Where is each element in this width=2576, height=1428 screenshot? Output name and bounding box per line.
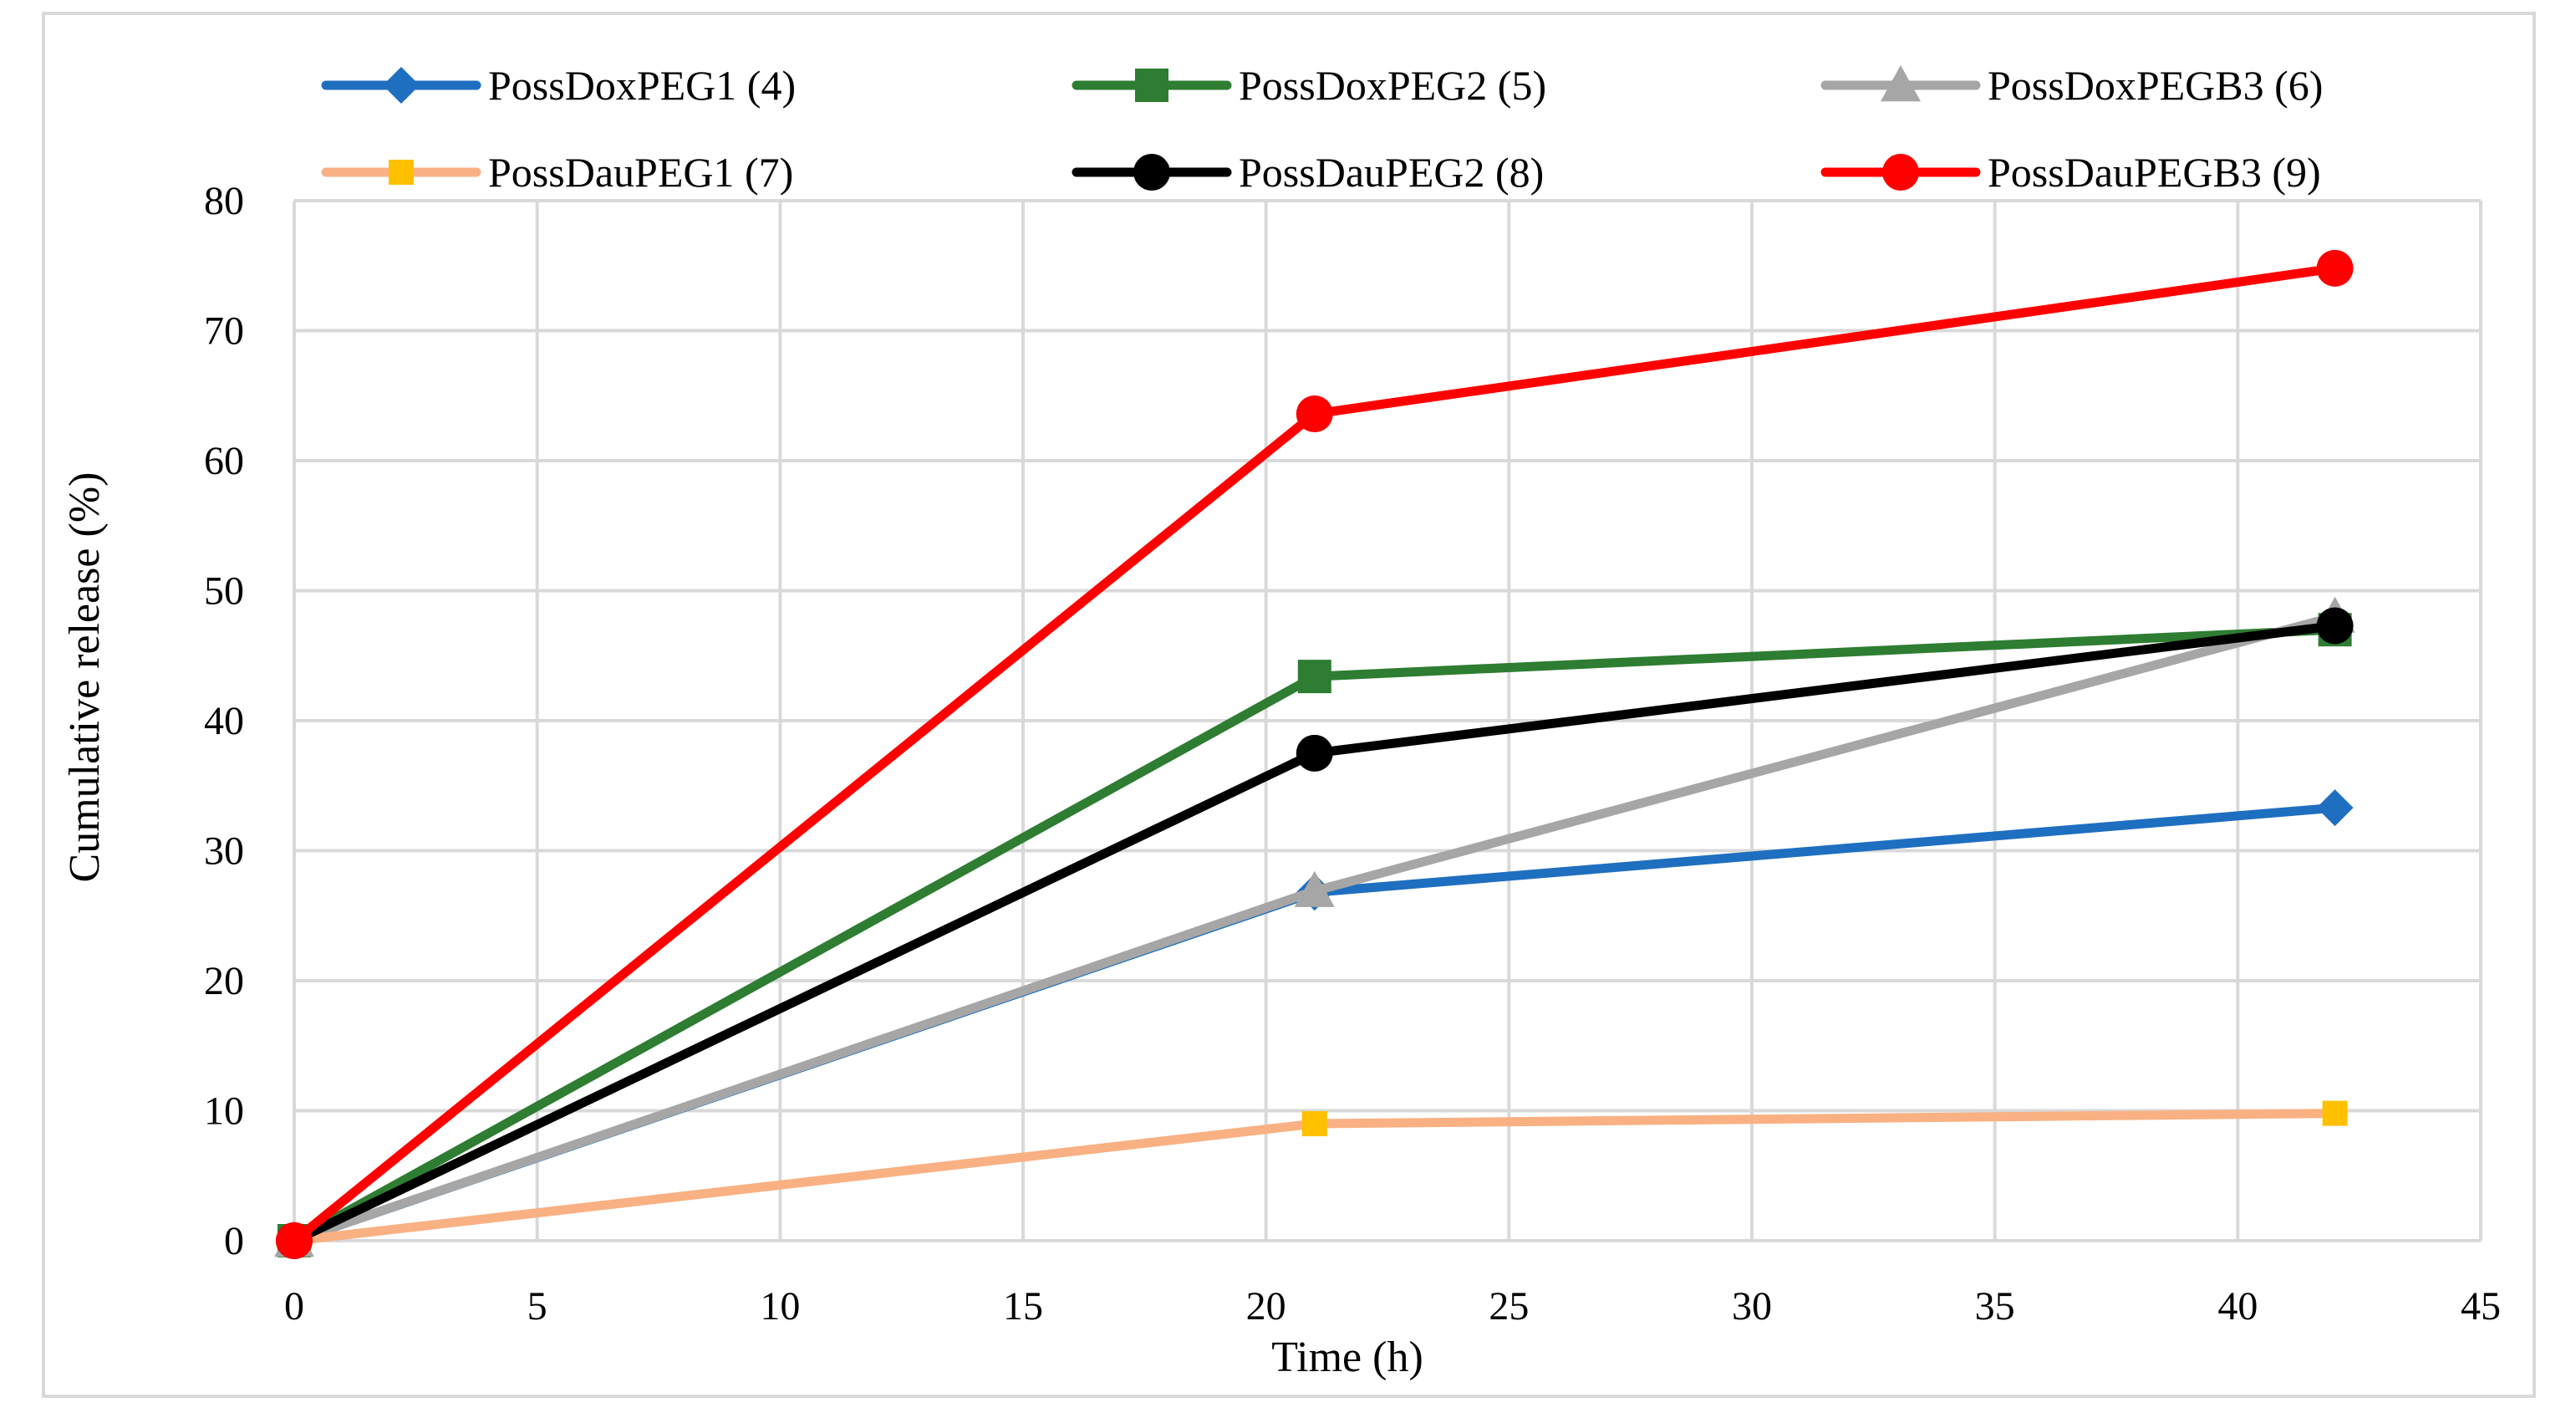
y-tick-label: 30 [204, 829, 244, 874]
series-line [289, 620, 2340, 1246]
legend-marker [1882, 154, 1919, 191]
legend-label: PossDoxPEGB3 (6) [1988, 62, 2323, 109]
y-tick-label: 70 [204, 309, 244, 354]
x-tick-label: 45 [2461, 1284, 2501, 1329]
x-tick-label: 35 [1975, 1284, 2015, 1329]
x-tick-label: 15 [1003, 1284, 1043, 1329]
x-tick-label: 30 [1732, 1284, 1772, 1329]
y-tick-label: 60 [204, 439, 244, 483]
data-point [2316, 607, 2354, 645]
data-point [2322, 1100, 2348, 1126]
data-point [1296, 395, 1333, 433]
y-tick-label: 40 [204, 699, 244, 743]
legend-item: PossDoxPEG2 (5) [1072, 62, 1546, 109]
data-point [2316, 789, 2354, 827]
legend-label: PossDauPEGB3 (9) [1988, 149, 2321, 196]
x-tick-label: 25 [1489, 1284, 1529, 1329]
y-axis-title: Cumulative release (%) [61, 472, 109, 883]
x-tick-label: 10 [760, 1284, 800, 1329]
data-point [2316, 249, 2354, 287]
data-point [1301, 1111, 1327, 1137]
legend-item: PossDoxPEGB3 (6) [1820, 62, 2323, 109]
y-tick-label: 50 [204, 569, 244, 614]
series-layer [274, 249, 2355, 1259]
y-tick-label: 0 [224, 1219, 244, 1263]
x-tick-label: 20 [1246, 1284, 1286, 1329]
legend-item: PossDauPEG1 (7) [321, 149, 793, 196]
x-tick-label: 40 [2217, 1284, 2258, 1329]
series-6 [276, 249, 2354, 1259]
data-point [276, 1222, 313, 1259]
legend-marker [389, 160, 414, 185]
y-tick-label: 80 [204, 179, 244, 223]
legend-marker [1881, 65, 1921, 102]
legend-marker [1133, 154, 1170, 191]
x-axis-title: Time (h) [1271, 1334, 1423, 1381]
series-1 [276, 789, 2354, 1259]
legend-label: PossDauPEG2 (8) [1239, 149, 1544, 196]
legend-label: PossDauPEG1 (7) [488, 149, 793, 196]
series-4 [282, 1100, 2348, 1253]
data-point [1297, 660, 1331, 694]
legend-item: PossDauPEG2 (8) [1072, 149, 1544, 196]
legend-label: PossDoxPEG1 (4) [488, 62, 796, 109]
x-tick-label: 5 [527, 1284, 547, 1329]
series-5 [276, 607, 2354, 1259]
series-3 [274, 596, 2355, 1257]
y-tick-label: 10 [204, 1089, 244, 1134]
series-line [289, 612, 2340, 1246]
series-2 [277, 613, 2352, 1257]
y-tick-label: 20 [204, 959, 244, 1003]
data-point [1294, 870, 1335, 907]
x-tick-label: 0 [284, 1284, 304, 1329]
legend-marker [1135, 69, 1168, 102]
axis-layer: 0 10 20 30 40 50 60 70 80 0 5 10 15 20 25 30 35 40 45 [204, 179, 2501, 1329]
legend-marker [383, 67, 420, 104]
data-point [1296, 734, 1333, 772]
legend-label: PossDoxPEG2 (5) [1239, 62, 1546, 109]
legend: PossDoxPEG1 (4) PossDoxPEG2 (5) PossDoxPEG… [321, 62, 2323, 196]
legend-item: PossDauPEGB3 (9) [1820, 149, 2321, 196]
legend-item: PossDoxPEG1 (4) [321, 62, 796, 109]
grid-layer [293, 199, 2482, 1242]
